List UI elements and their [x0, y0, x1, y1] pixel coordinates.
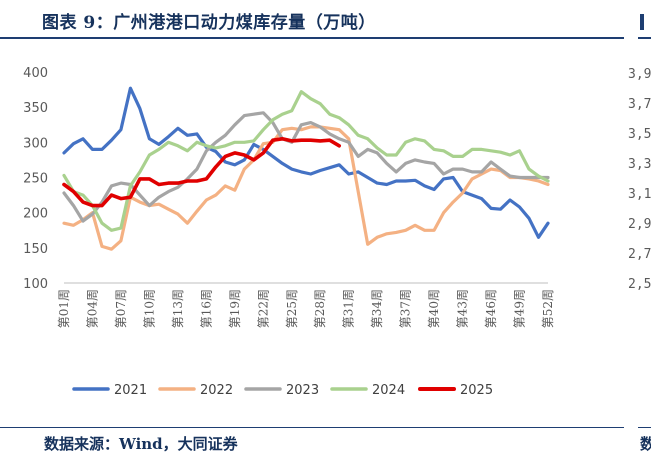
series-line-2021: [62, 86, 550, 239]
x-tick-label: 第13周: [171, 289, 185, 328]
adjacent-y-tick-label: 2,5: [628, 277, 651, 292]
x-tick-label: 第10周: [142, 289, 156, 328]
legend-label-2023: 2023: [286, 383, 319, 398]
adjacent-y-tick-label: 3,5: [628, 127, 651, 142]
x-axis: 第01周 第04周 第07周 第10周 第13周 第16周 第19周 第22周 第25周 第28周…: [57, 282, 555, 328]
legend-label-2025: 2025: [460, 383, 493, 398]
x-tick-label: 第46周: [484, 289, 498, 328]
x-tick-label: 第16周: [199, 289, 213, 328]
line-chart: 100 150 200 250 300 350 400 第01周 第04周 第07周 第10周 第1…: [23, 66, 651, 398]
data-source: 数据来源：Wind，大同证券: [44, 435, 238, 453]
adjacent-y-tick-label: 3,3: [628, 157, 651, 172]
x-tick-label: 第52周: [541, 289, 555, 328]
y-tick-label: 100: [23, 277, 48, 292]
footer-rule: [0, 427, 624, 428]
adjacent-source-fragment: 数: [640, 435, 651, 453]
series-lines: [62, 86, 550, 251]
x-tick-label: 第34周: [370, 289, 384, 328]
adjacent-footer-rule: [638, 427, 651, 428]
x-tick-label: 第04周: [85, 289, 99, 328]
y-tick-label: 150: [23, 242, 48, 257]
y-tick-label: 200: [23, 207, 48, 222]
x-tick-label: 第49周: [513, 289, 527, 328]
x-tick-label: 第43周: [456, 289, 470, 328]
y-tick-label: 250: [23, 172, 48, 187]
x-tick-label: 第25周: [285, 289, 299, 328]
title-rule: [0, 37, 624, 39]
y-tick-label: 400: [23, 66, 48, 81]
adjacent-y-tick-label: 3,7: [628, 97, 651, 112]
adjacent-y-tick-label: 2,7: [628, 247, 651, 262]
x-tick-label: 第31周: [342, 289, 356, 328]
x-tick-label: 第40周: [427, 289, 441, 328]
x-tick-label: 第37周: [399, 289, 413, 328]
legend-label-2024: 2024: [372, 383, 405, 398]
figure-header: 图表 9：广州港港口动力煤库存量（万吨）: [0, 0, 640, 34]
adjacent-y-tick-label: 3,9: [628, 67, 651, 82]
series-line-2025: [62, 137, 342, 208]
legend-label-2021: 2021: [114, 383, 147, 398]
y-tick-label: 350: [23, 101, 48, 116]
series-line-2024: [62, 90, 550, 232]
y-axis-ticks: 100 150 200 250 300 350 400: [23, 66, 48, 292]
y-tick-label: 300: [23, 136, 48, 151]
x-tick-label: 第28周: [313, 289, 327, 328]
adjacent-y-tick-label: 2,9: [628, 217, 651, 232]
legend: 2021 2022 2023 2024 2025: [72, 383, 493, 398]
x-tick-label: 第22周: [256, 289, 270, 328]
x-tick-label: 第19周: [228, 289, 242, 328]
adjacent-figure-marker: [640, 14, 644, 30]
series-line-2022: [62, 125, 550, 251]
legend-label-2022: 2022: [200, 383, 233, 398]
x-tick-label: 第01周: [57, 289, 71, 328]
adjacent-y-tick-label: 3,1: [628, 187, 651, 202]
series-line-2023: [62, 111, 550, 223]
adjacent-title-rule: [638, 37, 651, 39]
adjacent-chart-fragment: 3,9 3,7 3,5 3,3 3,1 2,9 2,7 2,5: [628, 67, 651, 292]
x-tick-label: 第07周: [114, 289, 128, 328]
figure-title: 图表 9：广州港港口动力煤库存量（万吨）: [42, 13, 376, 33]
